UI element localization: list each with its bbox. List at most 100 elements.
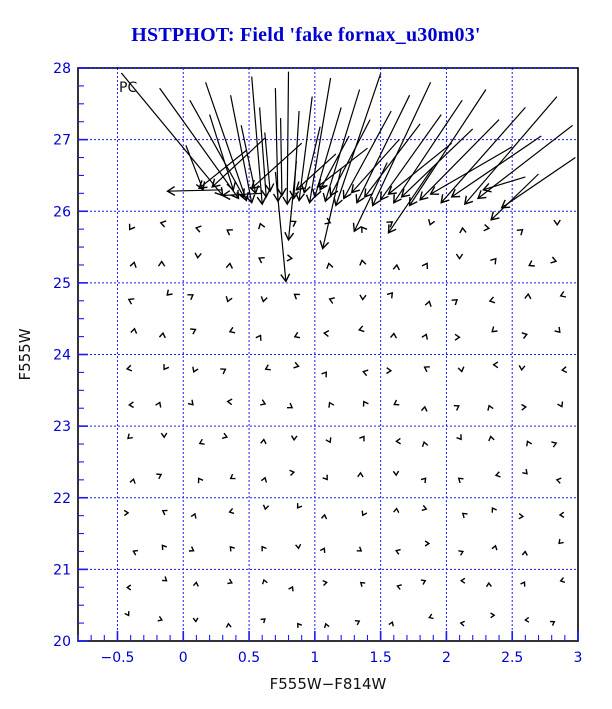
star-vector-arrowhead: [159, 220, 167, 228]
panel-label-pc: PC: [119, 80, 137, 96]
star-vector-arrowhead: [297, 622, 303, 628]
star-vector-arrowhead: [319, 181, 328, 192]
star-vector-arrowhead: [555, 477, 562, 484]
y-tick-label: 24: [53, 348, 71, 364]
star-vector-arrowhead: [491, 544, 498, 551]
y-tick-label: 27: [53, 133, 71, 149]
star-vector-tail: [372, 82, 432, 206]
y-tick-label: 21: [53, 562, 71, 578]
star-vector-arrowhead: [287, 402, 294, 409]
star-vector-arrowhead: [357, 325, 365, 333]
star-vector-arrowhead: [359, 259, 367, 266]
star-vector-arrowhead: [260, 476, 268, 483]
star-vector-arrowhead: [220, 368, 227, 375]
star-vector-arrowhead: [260, 438, 267, 445]
star-vector-tail: [295, 153, 337, 191]
star-vector-arrowhead: [521, 332, 528, 339]
star-vector-tail: [303, 126, 321, 193]
star-vector-arrowhead: [389, 332, 398, 339]
star-vector-arrowhead: [127, 298, 135, 305]
star-vector-arrowhead: [226, 229, 233, 236]
star-vector-tail: [274, 88, 279, 202]
star-vector-tail: [380, 114, 442, 201]
star-vector-arrowhead: [230, 189, 240, 200]
star-vector-arrowhead: [187, 294, 194, 301]
star-vector-arrowhead: [197, 477, 204, 484]
star-vector-arrowhead: [160, 432, 168, 439]
star-vector-tail: [298, 96, 313, 201]
star-vector-arrowhead: [225, 262, 234, 269]
x-tick-label: 0: [179, 650, 188, 666]
star-vector-tail: [388, 142, 453, 195]
star-vector-tail: [490, 173, 539, 221]
star-vector-arrowhead: [333, 197, 343, 207]
star-vector-arrowhead: [487, 404, 494, 411]
star-vector-arrowhead: [528, 260, 535, 267]
star-vector-arrowhead: [261, 545, 267, 552]
star-vector-arrowhead: [553, 219, 561, 227]
star-vector-arrowhead: [393, 507, 400, 514]
star-vector-arrowhead: [490, 211, 500, 221]
star-vector-tail: [209, 114, 234, 190]
star-vector-arrowhead: [350, 184, 361, 194]
star-vector-tail: [483, 176, 526, 191]
star-vector-arrowhead: [457, 366, 465, 373]
star-vector-arrowhead: [454, 333, 461, 341]
star-vector-arrowhead: [520, 581, 526, 587]
star-vector-tail: [330, 119, 371, 196]
star-vector-arrowhead: [157, 260, 166, 267]
star-vector-arrowhead: [328, 401, 335, 408]
star-vector-arrowhead: [400, 188, 411, 198]
star-vector-arrowhead: [294, 192, 305, 202]
star-vector-arrowhead: [290, 435, 298, 442]
x-tick-label: 2: [442, 650, 451, 666]
star-vector-arrowhead: [325, 437, 332, 444]
star-vector-arrowhead: [453, 404, 460, 411]
star-vector-arrowhead: [459, 620, 465, 627]
short-vector-group: [123, 217, 568, 629]
star-vector-arrowhead: [312, 188, 322, 199]
star-vector-arrowhead: [361, 226, 368, 233]
star-vector-arrowhead: [559, 291, 567, 298]
star-vector-arrowhead: [450, 188, 461, 198]
star-vector-arrowhead: [198, 438, 205, 445]
star-vector-arrowhead: [321, 371, 328, 378]
star-vector-arrowhead: [305, 194, 316, 205]
star-vector-arrowhead: [158, 331, 166, 339]
star-vector-arrowhead: [123, 509, 130, 517]
star-vector-arrowhead: [526, 440, 533, 447]
star-vector-tail: [120, 72, 224, 196]
star-vector-tail: [230, 95, 253, 203]
star-vector-arrowhead: [322, 329, 330, 338]
star-vector-arrowhead: [192, 366, 199, 373]
star-vector-arrowhead: [550, 256, 558, 264]
star-vector-arrowhead: [387, 224, 397, 234]
star-vector-arrowhead: [457, 477, 464, 484]
star-vector-arrowhead: [322, 192, 333, 203]
star-vector-tail: [419, 119, 500, 201]
star-vector-arrowhead: [386, 291, 394, 299]
star-vector-arrowhead: [516, 228, 524, 236]
star-vector-arrowhead: [491, 326, 498, 333]
star-vector-arrowhead: [262, 504, 270, 511]
star-vector-arrowhead: [342, 189, 352, 200]
star-vector-arrowhead: [518, 365, 526, 372]
star-vector-arrowhead: [226, 398, 233, 406]
star-vector-arrowhead: [163, 364, 170, 371]
star-vector-arrowhead: [225, 622, 232, 628]
star-vector-arrowhead: [132, 549, 139, 556]
star-vector-arrowhead: [500, 199, 511, 209]
star-vector-tail: [264, 132, 271, 192]
star-vector-arrowhead: [522, 468, 528, 475]
y-tick-label: 20: [53, 634, 71, 650]
star-vector-arrowhead: [227, 578, 233, 585]
star-vector-arrowhead: [440, 194, 450, 204]
star-vector-tail: [364, 123, 421, 198]
star-vector-arrowhead: [490, 612, 496, 619]
star-vector-arrowhead: [424, 300, 432, 307]
star-vector-arrowhead: [187, 399, 194, 406]
star-vector-arrowhead: [288, 585, 294, 592]
star-vector-tail: [353, 162, 388, 232]
star-vector-arrowhead: [250, 179, 261, 190]
